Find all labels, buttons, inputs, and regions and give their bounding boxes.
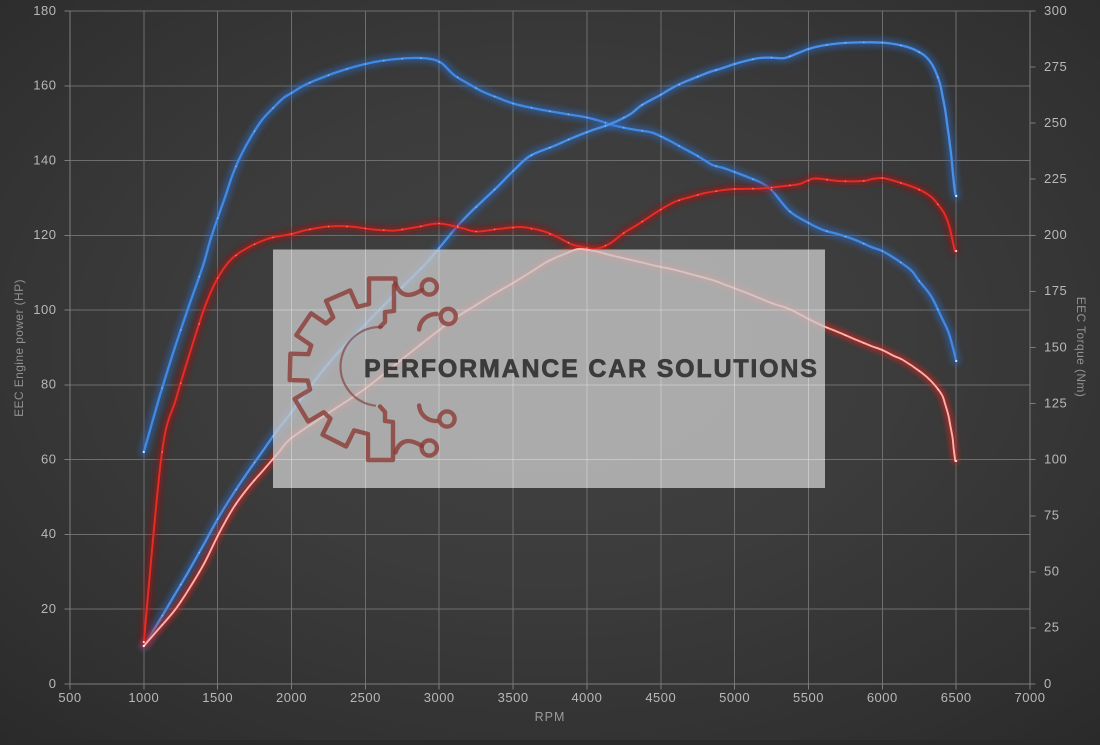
svg-text:100: 100	[33, 302, 56, 317]
svg-text:160: 160	[33, 78, 56, 93]
svg-text:60: 60	[41, 452, 56, 467]
svg-text:5500: 5500	[793, 690, 824, 705]
svg-text:180: 180	[33, 3, 56, 18]
svg-text:7000: 7000	[1015, 690, 1046, 705]
svg-text:RPM: RPM	[535, 710, 566, 724]
svg-text:1000: 1000	[128, 690, 159, 705]
svg-text:6500: 6500	[941, 690, 972, 705]
svg-text:20: 20	[41, 601, 56, 616]
svg-text:6000: 6000	[867, 690, 898, 705]
svg-text:80: 80	[41, 377, 56, 392]
svg-text:120: 120	[33, 227, 56, 242]
svg-text:4500: 4500	[645, 690, 676, 705]
svg-text:3000: 3000	[424, 690, 455, 705]
svg-text:100: 100	[1044, 452, 1067, 467]
svg-text:4000: 4000	[571, 690, 602, 705]
svg-text:275: 275	[1044, 59, 1067, 74]
svg-text:2500: 2500	[350, 690, 381, 705]
svg-text:0: 0	[49, 676, 57, 691]
svg-text:5000: 5000	[719, 690, 750, 705]
svg-text:500: 500	[58, 690, 81, 705]
svg-text:200: 200	[1044, 227, 1067, 242]
svg-text:EEC Torque (Nm): EEC Torque (Nm)	[1074, 297, 1088, 397]
svg-text:PERFORMANCE CAR SOLUTIONS: PERFORMANCE CAR SOLUTIONS	[364, 355, 819, 383]
svg-text:0: 0	[1044, 676, 1052, 691]
svg-text:125: 125	[1044, 395, 1067, 410]
svg-text:75: 75	[1044, 508, 1059, 523]
svg-text:300: 300	[1044, 3, 1067, 18]
svg-text:3500: 3500	[498, 690, 529, 705]
svg-text:175: 175	[1044, 283, 1067, 298]
svg-text:1500: 1500	[202, 690, 233, 705]
svg-text:250: 250	[1044, 115, 1067, 130]
svg-text:25: 25	[1044, 620, 1059, 635]
svg-text:50: 50	[1044, 564, 1059, 579]
svg-text:150: 150	[1044, 339, 1067, 354]
svg-text:225: 225	[1044, 171, 1067, 186]
svg-text:EEC Engine power (HP): EEC Engine power (HP)	[12, 279, 26, 417]
svg-text:2000: 2000	[276, 690, 307, 705]
svg-text:140: 140	[33, 152, 56, 167]
svg-text:40: 40	[41, 526, 56, 541]
